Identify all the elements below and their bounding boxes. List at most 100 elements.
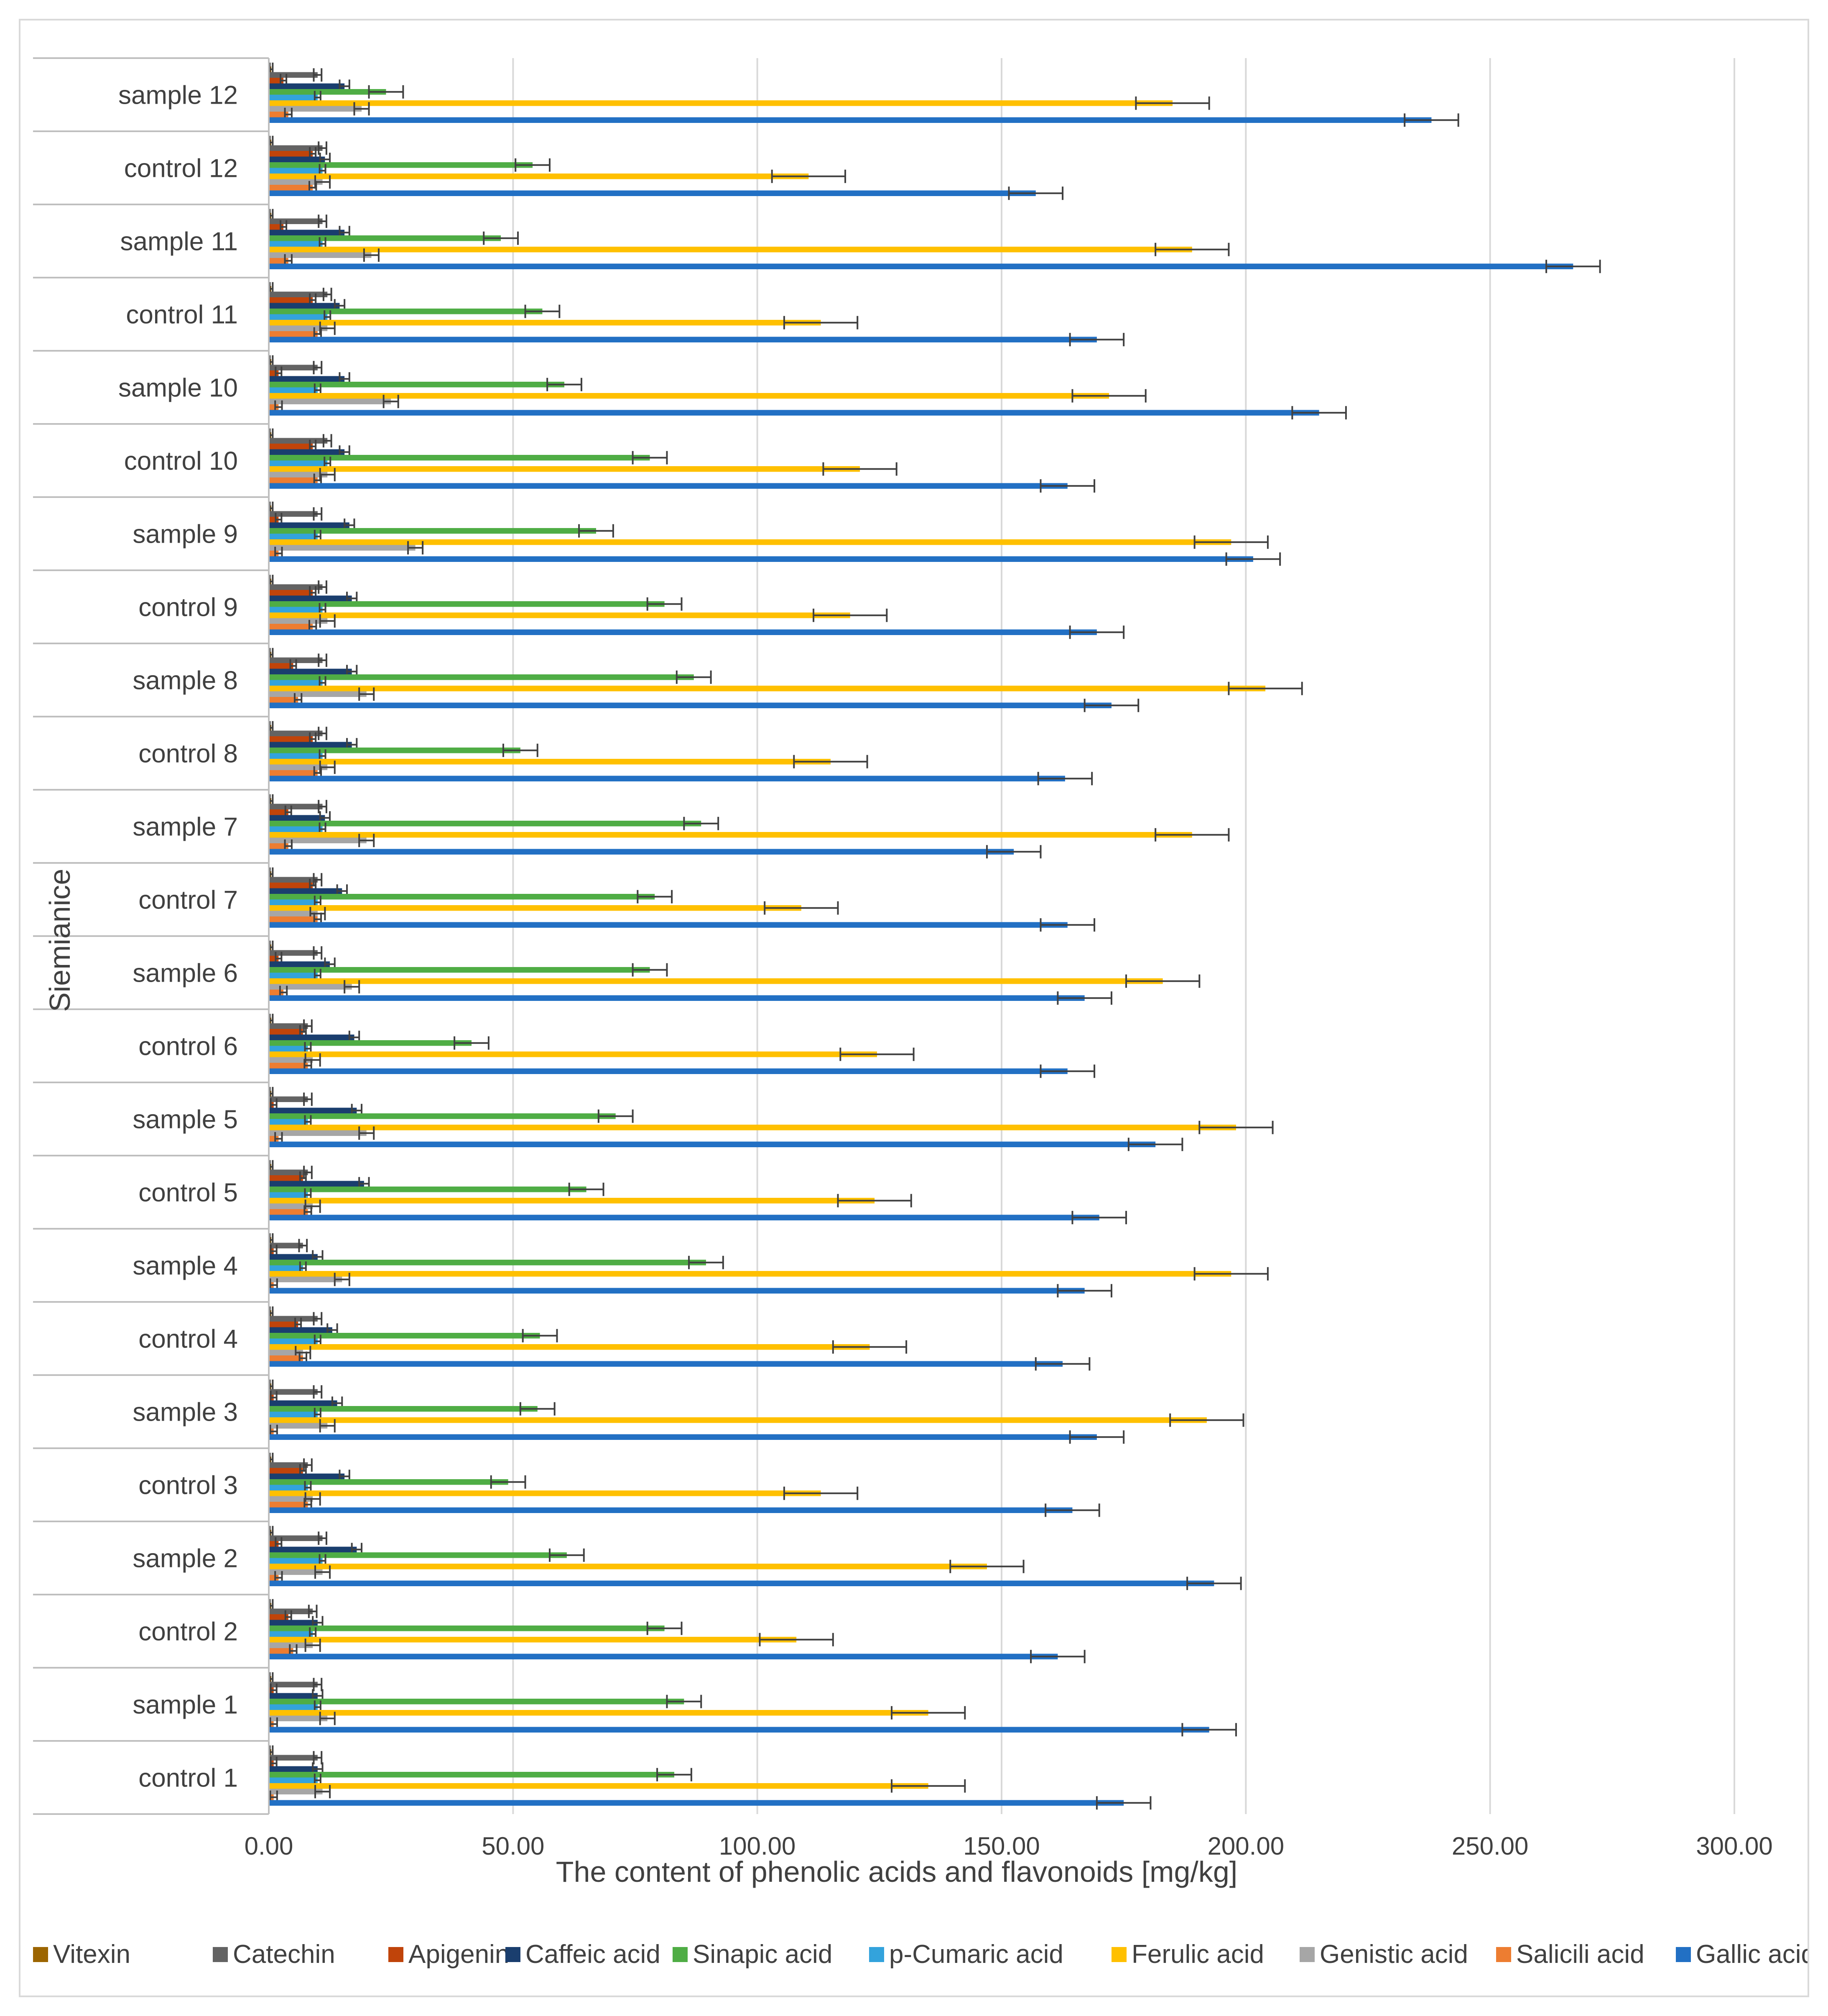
bar-caffeic-acid (269, 522, 349, 528)
bar-gallic-acid (269, 1068, 1068, 1074)
bar-gallic-acid (269, 190, 1036, 196)
bar-genistic-acid (269, 691, 367, 697)
bar-ferulic-acid (269, 1271, 1231, 1277)
bar-sinapic-acid (269, 235, 501, 241)
bar-salicili-acid (269, 331, 318, 337)
bar-genistic-acid (269, 252, 372, 258)
bar-caffeic-acid (269, 1254, 318, 1260)
legend-label: Salicili acid (1516, 1940, 1644, 1969)
bar-catechin (269, 584, 323, 590)
bar-p-cumaric-acid (269, 1704, 318, 1710)
bar-genistic-acid (269, 472, 328, 477)
bar-caffeic-acid (269, 303, 340, 309)
bar-salicili-acid (269, 258, 288, 264)
bar-p-cumaric-acid (269, 899, 318, 905)
bar-p-cumaric-acid (269, 314, 328, 320)
bar-salicili-acid (269, 477, 318, 483)
legend-label: Catechin (233, 1940, 335, 1969)
bar-ferulic-acid (269, 1344, 870, 1350)
bar-sinapic-acid (269, 1772, 674, 1778)
bar-sinapic-acid (269, 89, 386, 95)
bar-caffeic-acid (269, 888, 342, 894)
bar-genistic-acid (269, 1203, 313, 1209)
legend-label: Gallic acid (1696, 1940, 1808, 1969)
category-label: sample 7 (133, 813, 238, 842)
legend-label: p-Cumaric acid (889, 1940, 1063, 1969)
legend-label: Genistic acid (1320, 1940, 1468, 1969)
bar-genistic-acid (269, 764, 328, 770)
bar-ferulic-acid (269, 247, 1192, 253)
bar-apigenin (269, 663, 293, 669)
bar-genistic-acid (269, 618, 328, 624)
value-axis-ticks: 0.00 50.00 100.00 150.00 200.00 250.00 300.00 (245, 1832, 1773, 1860)
bar-caffeic-acid (269, 449, 345, 455)
bar-p-cumaric-acid (269, 826, 323, 832)
bars (269, 62, 1601, 1810)
bar-gallic-acid (269, 483, 1068, 489)
bar-genistic-acid (269, 1789, 323, 1794)
category-label: control 5 (138, 1179, 238, 1207)
bar-gallic-acid (269, 922, 1068, 928)
category-label: control 3 (138, 1471, 238, 1500)
bar-sinapic-acid (269, 1626, 665, 1631)
bar-caffeic-acid (269, 1620, 318, 1626)
bar-salicili-acid (269, 624, 313, 630)
category-label: control 12 (124, 154, 238, 183)
bar-p-cumaric-acid (269, 1192, 308, 1198)
category-label: sample 12 (118, 81, 238, 110)
bar-salicili-acid (269, 112, 288, 117)
bar-p-cumaric-acid (269, 1558, 323, 1564)
x-tick-label: 300.00 (1696, 1832, 1773, 1860)
bar-ferulic-acid (269, 978, 1163, 984)
y-axis-title: Siemianice (43, 869, 76, 1012)
category-label: sample 2 (133, 1544, 238, 1573)
bar-p-cumaric-acid (269, 241, 323, 247)
bar-sinapic-acid (269, 601, 665, 607)
bar-ferulic-acid (269, 905, 801, 911)
bar-sinapic-acid (269, 528, 597, 534)
bar-caffeic-acid (269, 1400, 337, 1406)
bar-genistic-acid (269, 837, 367, 843)
bar-ferulic-acid (269, 466, 860, 472)
bar-salicili-acid (269, 916, 318, 922)
legend-swatch (388, 1947, 403, 1962)
bar-apigenin (269, 297, 313, 303)
bar-caffeic-acid (269, 1693, 318, 1699)
bar-salicili-acid (269, 1063, 308, 1069)
bar-catechin (269, 1243, 303, 1248)
bar-caffeic-acid (269, 815, 325, 821)
bar-gallic-acid (269, 1654, 1058, 1659)
bar-ferulic-acid (269, 100, 1173, 106)
bar-p-cumaric-acid (269, 607, 323, 612)
category-label: control 4 (138, 1325, 238, 1354)
bar-gallic-acid (269, 1727, 1209, 1733)
bar-p-cumaric-acid (269, 94, 318, 100)
bar-salicili-acid (269, 404, 279, 410)
bar-genistic-acid (269, 398, 391, 404)
bar-sinapic-acid (269, 1260, 706, 1266)
legend-swatch (1496, 1947, 1511, 1962)
bar-gallic-acid (269, 995, 1085, 1001)
bar-p-cumaric-acid (269, 1485, 308, 1490)
bar-p-cumaric-acid (269, 1338, 318, 1344)
bar-ferulic-acid (269, 1564, 987, 1569)
bar-catechin (269, 1462, 308, 1468)
category-label: sample 3 (133, 1398, 238, 1427)
bar-caffeic-acid (269, 1327, 332, 1333)
category-label: control 10 (124, 447, 238, 476)
bar-caffeic-acid (269, 230, 345, 235)
x-tick-label: 0.00 (245, 1832, 293, 1860)
bar-catechin (269, 291, 328, 297)
bar-sinapic-acid (269, 1333, 540, 1339)
bar-catechin (269, 877, 318, 883)
bar-caffeic-acid (269, 595, 352, 601)
bar-gallic-acid (269, 776, 1065, 781)
bar-caffeic-acid (269, 669, 352, 674)
bar-sinapic-acid (269, 1552, 567, 1558)
bar-gallic-acid (269, 117, 1432, 123)
legend-swatch (33, 1947, 48, 1962)
bar-catechin (269, 804, 323, 809)
bar-salicili-acid (269, 1502, 308, 1508)
bar-sinapic-acid (269, 894, 655, 900)
bar-ferulic-acid (269, 1637, 797, 1643)
